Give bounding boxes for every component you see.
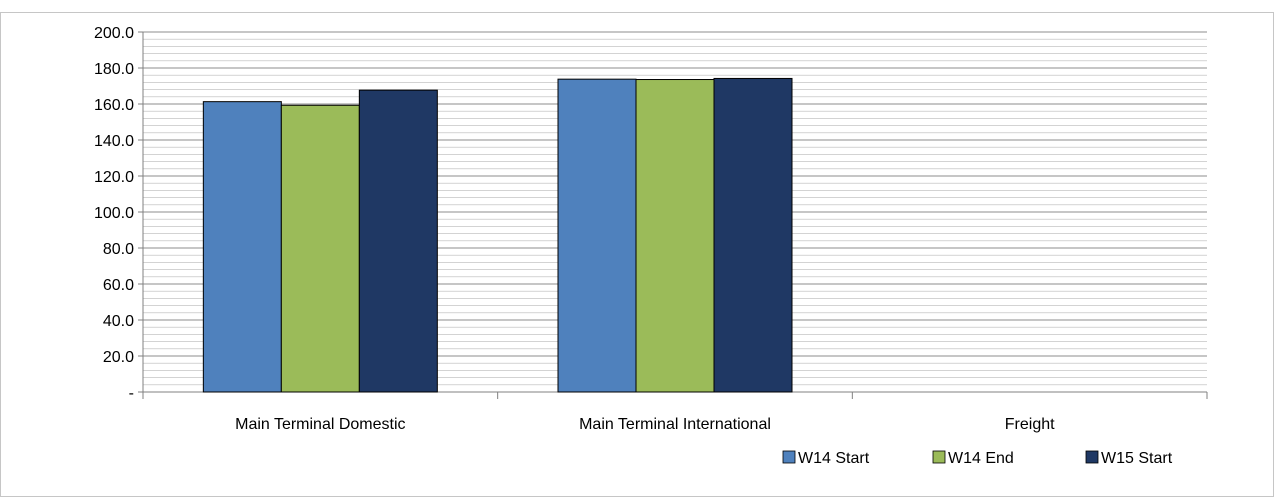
bar xyxy=(202,101,282,393)
legend-swatch xyxy=(782,450,796,464)
bar xyxy=(713,77,793,393)
legend-label: W14 End xyxy=(948,450,1014,467)
x-category-label: Main Terminal International xyxy=(579,416,771,433)
y-tick-label: 100.0 xyxy=(94,205,134,222)
x-category-label: Freight xyxy=(1005,416,1055,433)
legend-label: W15 Start xyxy=(1101,450,1173,467)
legend-label: W14 Start xyxy=(798,450,870,467)
y-tick-label: 40.0 xyxy=(103,313,134,330)
y-tick-label: 160.0 xyxy=(94,97,134,114)
bar xyxy=(557,78,637,393)
y-tick-label: 60.0 xyxy=(103,277,134,294)
y-tick-label: 140.0 xyxy=(94,133,134,150)
bar xyxy=(635,79,715,393)
y-tick-label: 80.0 xyxy=(103,241,134,258)
x-category-label: Main Terminal Domestic xyxy=(235,416,405,433)
y-tick-label: 20.0 xyxy=(103,349,134,366)
y-tick-label: 120.0 xyxy=(94,169,134,186)
bar xyxy=(280,104,360,393)
y-tick-label: - xyxy=(129,385,134,402)
legend-swatch xyxy=(932,450,946,464)
bar xyxy=(358,89,438,393)
legend-swatch xyxy=(1085,450,1099,464)
y-tick-label: 200.0 xyxy=(94,25,134,42)
y-tick-label: 180.0 xyxy=(94,61,134,78)
